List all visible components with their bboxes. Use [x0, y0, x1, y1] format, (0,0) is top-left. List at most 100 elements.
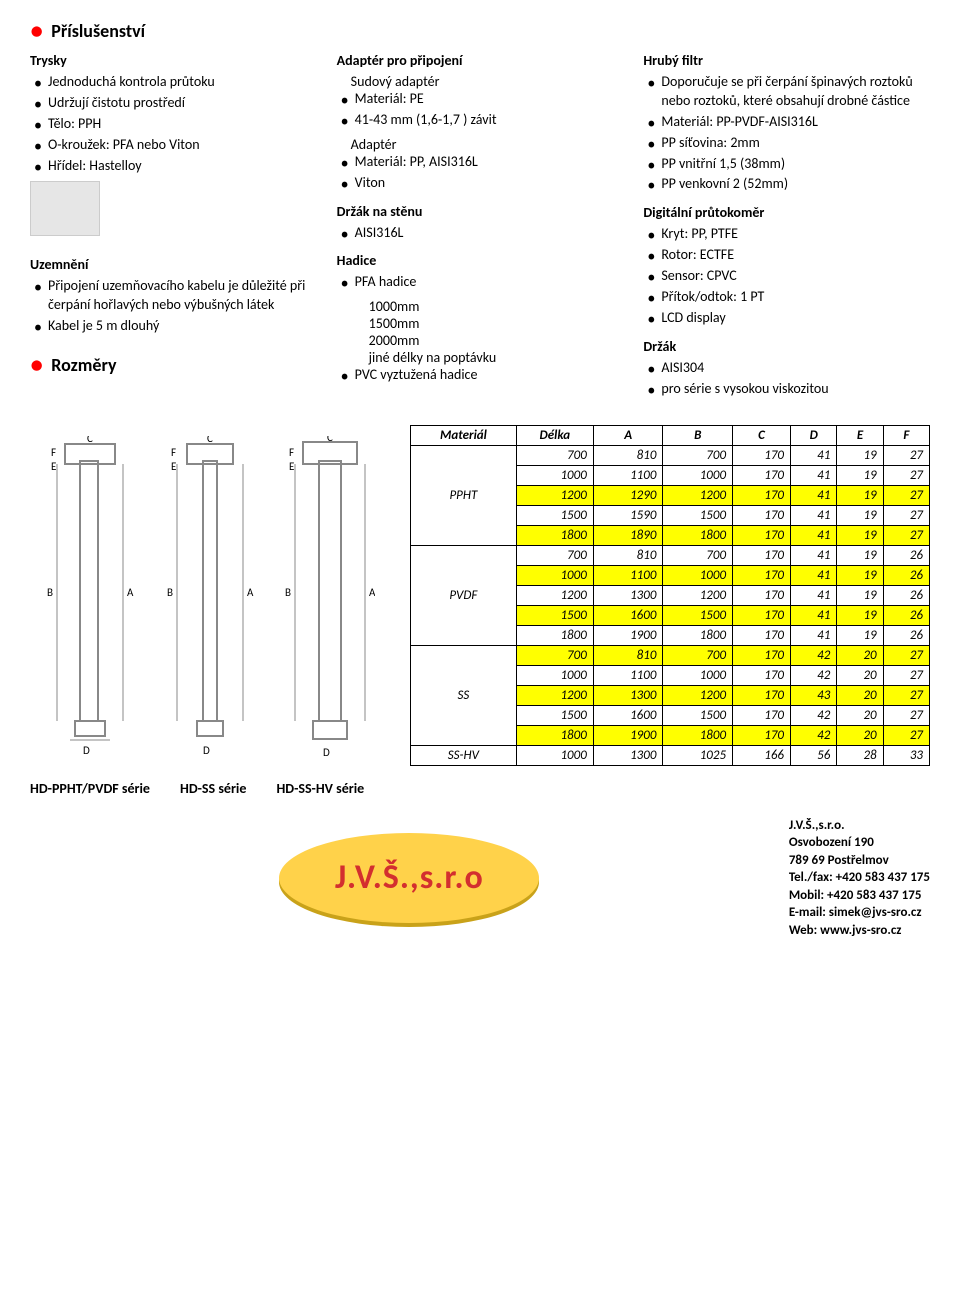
cell-value: 700	[663, 445, 733, 465]
svg-text:E: E	[171, 460, 176, 473]
list-item: Udržují čistotu prostředí	[48, 94, 317, 113]
series-label: HD-PPHT/PVDF série	[30, 780, 150, 797]
adapter2-list: Materiál: PP, AISI316L Viton	[337, 153, 624, 193]
cell-value: 27	[883, 465, 929, 485]
cell-value: 700	[516, 645, 593, 665]
cell-value: 41	[791, 445, 837, 465]
bullet-icon: ●	[30, 20, 43, 42]
cell-value: 41	[791, 485, 837, 505]
cell-value: 42	[791, 665, 837, 685]
cell-value: 19	[837, 625, 883, 645]
cell-value: 1000	[516, 565, 593, 585]
cell-value: 27	[883, 685, 929, 705]
cell-value: 170	[733, 465, 791, 485]
cell-value: 27	[883, 705, 929, 725]
svg-text:C: C	[87, 436, 93, 445]
cell-value: 1800	[516, 725, 593, 745]
cell-value: 1600	[593, 705, 663, 725]
svg-text:C: C	[207, 436, 213, 445]
cell-value: 1000	[663, 665, 733, 685]
cell-value: 1590	[593, 505, 663, 525]
svg-text:B: B	[167, 586, 173, 599]
flowmeter-list: Kryt: PP, PTFE Rotor: ECTFE Sensor: CPVC…	[643, 225, 930, 327]
spray-title: Trysky	[30, 52, 317, 69]
cell-value: 1800	[663, 525, 733, 545]
cell-value: 19	[837, 545, 883, 565]
pump-diagram-2: B A C FE D	[165, 436, 255, 766]
cell-value: 170	[733, 445, 791, 465]
col-right: Hrubý filtr Doporučuje se při čerpání šp…	[643, 52, 930, 405]
cell-material: SS-HV	[411, 745, 517, 765]
cell-value: 810	[593, 645, 663, 665]
cell-material: PPHT	[411, 445, 517, 545]
contact-line: J.V.Š.,s.r.o.	[789, 817, 930, 835]
cell-material: PVDF	[411, 545, 517, 645]
holder-title: Držák	[643, 338, 930, 355]
table-row: PPHT700810700170411927	[411, 445, 930, 465]
contact-line: Mobil: +420 583 437 175	[789, 887, 930, 905]
list-item: Kryt: PP, PTFE	[661, 225, 930, 244]
cell-value: 1800	[516, 525, 593, 545]
list-item: 41-43 mm (1,6-1,7 ) závit	[355, 111, 624, 130]
accessories-columns: Trysky Jednoduchá kontrola průtoku Udržu…	[30, 52, 930, 405]
list-item: AISI316L	[355, 224, 624, 243]
cell-value: 56	[791, 745, 837, 765]
sub-adapter1: Sudový adaptér	[337, 73, 624, 90]
cell-value: 42	[791, 725, 837, 745]
series-labels: HD-PPHT/PVDF série HD-SS série HD-SS-HV …	[30, 780, 930, 797]
cell-value: 170	[733, 485, 791, 505]
dimensions-wrap: B A C FE D B A C FE D B A C FE D	[30, 425, 930, 766]
col-left: Trysky Jednoduchá kontrola průtoku Udržu…	[30, 52, 317, 405]
heading-dimensions: ● Rozměry	[30, 354, 317, 376]
cell-value: 1300	[593, 585, 663, 605]
cell-value: 1500	[516, 605, 593, 625]
table-header: D	[791, 425, 837, 445]
cell-value: 19	[837, 505, 883, 525]
list-item: AISI304	[661, 359, 930, 378]
table-row: SS700810700170422027	[411, 645, 930, 665]
hose-list: PFA hadice	[337, 273, 624, 292]
list-item: Připojení uzemňovacího kabelu je důležit…	[48, 277, 317, 315]
cell-value: 1025	[663, 745, 733, 765]
cell-value: 1500	[663, 705, 733, 725]
list-item: O-kroužek: PFA nebo Viton	[48, 136, 317, 155]
flowmeter-title: Digitální průtokoměr	[643, 204, 930, 221]
cell-value: 1300	[593, 745, 663, 765]
cell-value: 1890	[593, 525, 663, 545]
cell-value: 170	[733, 705, 791, 725]
cell-value: 170	[733, 565, 791, 585]
cell-value: 1100	[593, 565, 663, 585]
svg-text:D: D	[323, 746, 330, 759]
cell-value: 1800	[663, 725, 733, 745]
heading-text: Rozměry	[51, 354, 116, 376]
cell-value: 1000	[516, 465, 593, 485]
pump-diagram-3: B A C FE D	[285, 436, 375, 766]
svg-text:A: A	[369, 586, 375, 599]
cell-value: 170	[733, 725, 791, 745]
list-item: LCD display	[661, 309, 930, 328]
cell-value: 26	[883, 605, 929, 625]
ground-title: Uzemnění	[30, 256, 317, 273]
logo-text: J.V.Š.,s.r.o	[335, 857, 484, 898]
table-row: PVDF700810700170411926	[411, 545, 930, 565]
cell-value: 26	[883, 585, 929, 605]
cell-value: 1800	[516, 625, 593, 645]
cell-value: 19	[837, 525, 883, 545]
cell-value: 700	[516, 545, 593, 565]
list-item: PP venkovní 2 (52mm)	[661, 175, 930, 194]
contact-block: J.V.Š.,s.r.o. Osvobození 190 789 69 Post…	[789, 817, 930, 940]
cell-value: 27	[883, 525, 929, 545]
cell-value: 1000	[663, 465, 733, 485]
cell-value: 41	[791, 505, 837, 525]
cell-value: 27	[883, 445, 929, 465]
bullet-icon: ●	[30, 354, 43, 376]
adapter1-list: Materiál: PE 41-43 mm (1,6-1,7 ) závit	[337, 90, 624, 130]
cell-value: 1100	[593, 665, 663, 685]
cell-value: 20	[837, 665, 883, 685]
list-item: Přítok/odtok: 1 PT	[661, 288, 930, 307]
cell-value: 170	[733, 605, 791, 625]
adapter-conn-title: Adaptér pro připojení	[337, 52, 624, 69]
hose-len: 1000mm	[369, 298, 624, 315]
cell-value: 700	[516, 445, 593, 465]
cell-value: 41	[791, 525, 837, 545]
